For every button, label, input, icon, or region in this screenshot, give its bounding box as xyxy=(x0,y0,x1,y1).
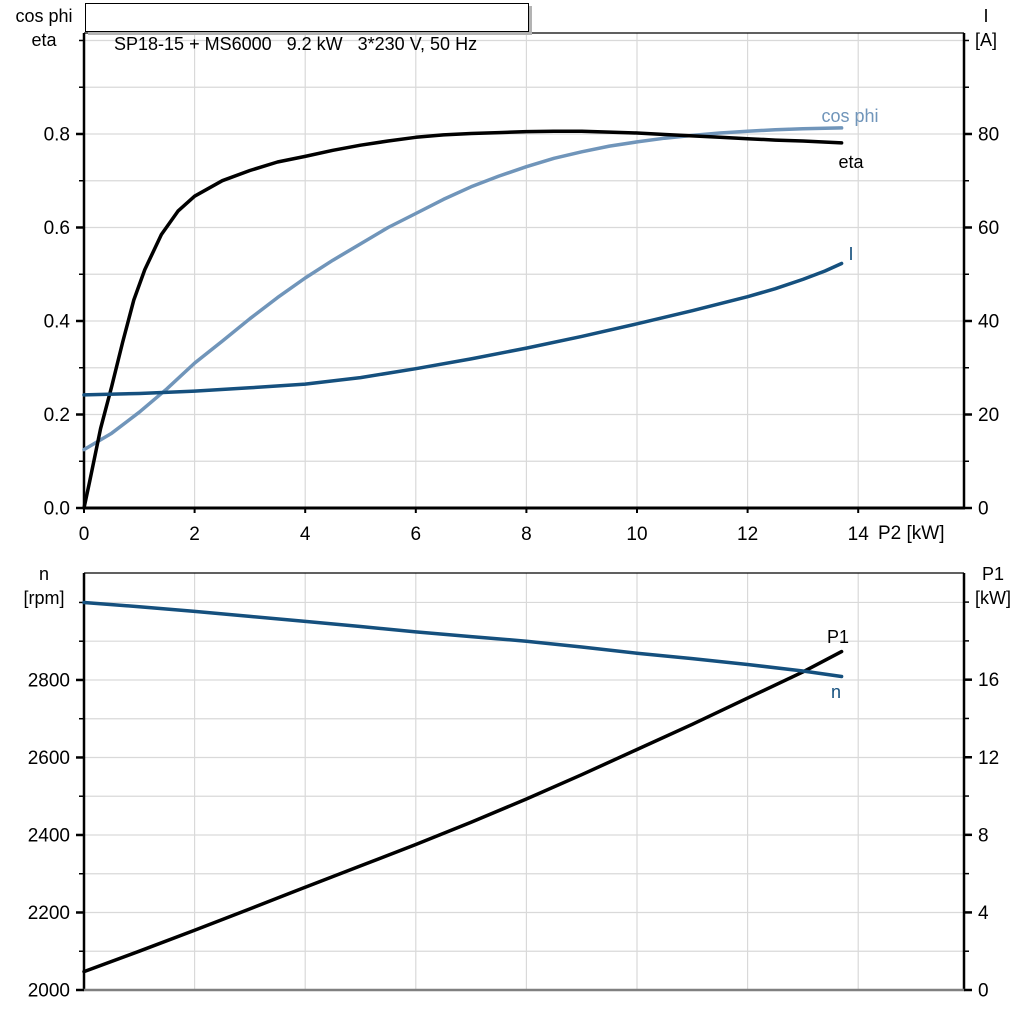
bottom-chart-left-axis-title: n [rpm] xyxy=(8,562,80,610)
right-axis-tick-label: 4 xyxy=(978,903,989,924)
right-axis-tick-label: 0 xyxy=(978,981,989,1002)
series-curve-P1 xyxy=(82,649,844,974)
x-axis-tick-label: 4 xyxy=(300,524,311,545)
right-axis-tick-label: 20 xyxy=(978,405,999,426)
x-axis-tick-label: 8 xyxy=(521,524,532,545)
right-axis-title-line1: I xyxy=(983,6,989,26)
x-axis-tick-label: 12 xyxy=(737,524,758,545)
series-curve-eta xyxy=(82,129,844,510)
left-axis-tick-label: 2000 xyxy=(28,981,70,1002)
series-label-cos-phi: cos phi xyxy=(821,106,878,126)
left-axis-tick-label: 0.0 xyxy=(44,499,70,520)
bottom-chart-right-axis-title: P1 [kW] xyxy=(955,562,1024,610)
top-chart-right-axis-title: I [A] xyxy=(950,4,1022,52)
left-axis-tick-label: 2200 xyxy=(28,903,70,924)
series-curve-cos-phi xyxy=(82,126,844,452)
left-axis-tick-label: 2600 xyxy=(28,748,70,769)
n-axis-title-line1: n xyxy=(38,564,49,584)
series-curve-n xyxy=(82,600,844,679)
left-axis-tick-label: 0.6 xyxy=(44,218,70,239)
chart-title-text: SP18-15 + MS6000 9.2 kW 3*230 V, 50 Hz xyxy=(114,34,478,54)
right-axis-tick-label: 80 xyxy=(978,124,999,145)
p1-axis-title-line1: P1 xyxy=(981,564,1005,584)
series-curve-I xyxy=(82,261,844,397)
x-axis-tick-label: 6 xyxy=(411,524,422,545)
x-axis-tick-label: 0 xyxy=(79,524,90,545)
series-label-eta: eta xyxy=(838,152,864,172)
left-axis-title-line2: eta xyxy=(31,30,57,50)
right-axis-tick-label: 8 xyxy=(978,825,989,846)
top-chart-left-axis-title: cos phi eta xyxy=(8,4,80,52)
right-axis-tick-label: 12 xyxy=(978,748,999,769)
left-axis-tick-label: 0.8 xyxy=(44,124,70,145)
series-label-P1: P1 xyxy=(827,627,849,647)
x-axis-label: P2 [kW] xyxy=(878,523,945,544)
right-axis-tick-label: 60 xyxy=(978,218,999,239)
left-axis-title-line1: cos phi xyxy=(15,6,73,26)
x-axis-tick-label: 14 xyxy=(848,524,870,545)
series-label-n: n xyxy=(831,682,841,702)
left-axis-tick-label: 2400 xyxy=(28,825,70,846)
p1-axis-title-line2: [kW] xyxy=(975,588,1011,608)
left-axis-tick-label: 0.4 xyxy=(44,311,71,332)
series-label-I: I xyxy=(848,244,853,264)
left-axis-tick-label: 0.2 xyxy=(44,405,70,426)
n-axis-title-line2: [rpm] xyxy=(23,588,65,608)
right-axis-tick-label: 16 xyxy=(978,670,999,691)
x-axis-tick-label: 10 xyxy=(626,524,647,545)
left-axis-tick-label: 2800 xyxy=(28,670,70,691)
right-axis-tick-label: 0 xyxy=(978,499,989,520)
right-axis-tick-label: 40 xyxy=(978,311,999,332)
chart-title-box: SP18-15 + MS6000 9.2 kW 3*230 V, 50 Hz xyxy=(85,3,529,54)
right-axis-title-line2: [A] xyxy=(974,30,997,50)
x-axis-tick-label: 2 xyxy=(189,524,200,545)
